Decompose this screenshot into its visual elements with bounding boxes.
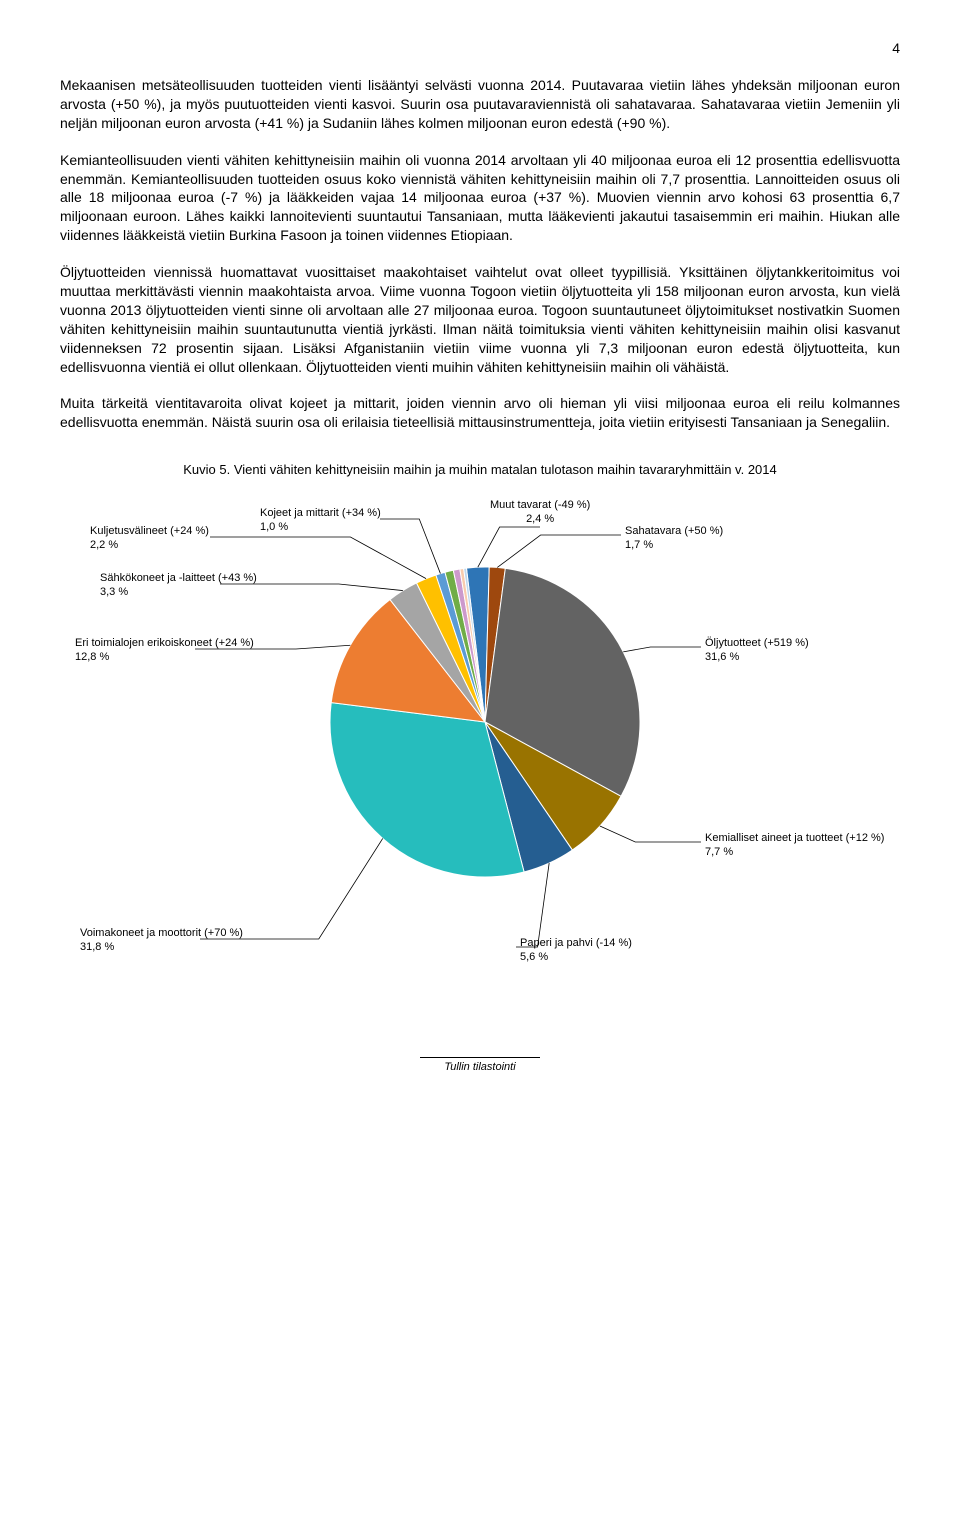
pie-label: Kuljetusvälineet (+24 %)2,2 % <box>90 525 209 553</box>
pie-label: Sahatavara (+50 %)1,7 % <box>625 525 723 553</box>
page-number: 4 <box>60 40 900 56</box>
pie-label: Muut tavarat (-49 %)2,4 % <box>490 499 590 527</box>
pie-svg <box>320 557 650 887</box>
pie-label: Eri toimialojen erikoiskoneet (+24 %)12,… <box>75 637 254 665</box>
pie-label: Paperi ja pahvi (-14 %)5,6 % <box>520 937 632 965</box>
chart-title: Kuvio 5. Vienti vähiten kehittyneisiin m… <box>60 462 900 477</box>
paragraph-4: Muita tärkeitä vientitavaroita olivat ko… <box>60 394 900 432</box>
pie-chart: Muut tavarat (-49 %)2,4 % Sahatavara (+50… <box>60 497 900 1017</box>
paragraph-3: Öljytuotteiden viennissä huomattavat vuo… <box>60 263 900 376</box>
pie-label: Kemialliset aineet ja tuotteet (+12 %)7,… <box>705 832 884 860</box>
paragraph-2: Kemianteollisuuden vienti vähiten kehitt… <box>60 151 900 245</box>
footer-text: Tullin tilastointi <box>420 1057 540 1073</box>
pie-label: Voimakoneet ja moottorit (+70 %)31,8 % <box>80 927 243 955</box>
pie-label: Kojeet ja mittarit (+34 %)1,0 % <box>260 507 381 535</box>
pie-label: Öljytuotteet (+519 %)31,6 % <box>705 637 809 665</box>
paragraph-1: Mekaanisen metsäteollisuuden tuotteiden … <box>60 76 900 133</box>
pie-label: Sähkökoneet ja -laitteet (+43 %)3,3 % <box>100 572 257 600</box>
